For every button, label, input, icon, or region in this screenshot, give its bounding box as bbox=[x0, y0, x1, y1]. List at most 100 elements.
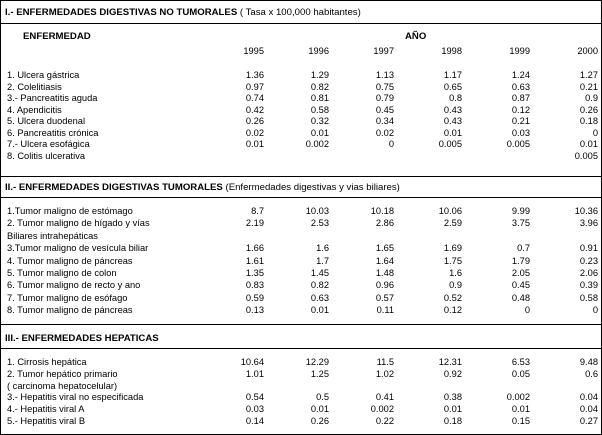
table-cell: 0.26 bbox=[579, 104, 598, 115]
table-cell: 0.41 bbox=[375, 392, 394, 403]
table-cell: 0.92 bbox=[443, 368, 462, 379]
table-cell: 1.64 bbox=[375, 255, 394, 266]
table-cell: 1.17 bbox=[443, 70, 462, 80]
table-cell: 0 bbox=[592, 127, 598, 138]
table-cell: 0.43 bbox=[443, 116, 462, 126]
table-cell: 0.01 bbox=[511, 404, 530, 415]
table-cell: 3.96 bbox=[579, 218, 598, 229]
table-cell: 1.01 bbox=[245, 368, 264, 379]
table-cell: 0.91 bbox=[579, 243, 598, 254]
row-label: Biliares intrahepáticas bbox=[7, 230, 98, 241]
divider bbox=[1, 23, 601, 24]
table-cell: 2.19 bbox=[245, 218, 264, 229]
year-header-cell: 1999 bbox=[509, 46, 530, 56]
table-cell: 0.5 bbox=[316, 392, 329, 403]
table-cell: 0.45 bbox=[511, 280, 530, 291]
table-cell: 0.81 bbox=[310, 93, 329, 103]
table-cell: 0.18 bbox=[579, 116, 598, 126]
table-cell: 12.29 bbox=[305, 357, 329, 367]
table-cell: 1.13 bbox=[375, 70, 394, 80]
table-cell: 0.7 bbox=[517, 243, 530, 254]
row-label: 2. Tumor hepático primario bbox=[7, 368, 118, 379]
table-cell: 0.14 bbox=[245, 416, 264, 426]
divider bbox=[1, 176, 601, 177]
column-header-disease: ENFERMEDAD bbox=[23, 31, 91, 42]
table-cell: 0.82 bbox=[310, 280, 329, 291]
table-cell: 0.18 bbox=[443, 416, 462, 426]
table-cell: 9.99 bbox=[511, 206, 530, 216]
row-label: 3.- Pancreatitis aguda bbox=[7, 93, 98, 103]
table-cell: 0.12 bbox=[443, 305, 462, 316]
table-cell: 0.8 bbox=[449, 93, 462, 103]
table-cell: 2.86 bbox=[375, 218, 394, 229]
table-cell: 0.002 bbox=[370, 404, 394, 415]
table-cell: 1.48 bbox=[375, 268, 394, 278]
table-cell: 0.65 bbox=[443, 81, 462, 92]
table-cell: 0.01 bbox=[443, 127, 462, 138]
row-label: 3.Tumor maligno de vesícula biliar bbox=[7, 243, 149, 254]
table-cell: 0.27 bbox=[579, 416, 598, 426]
table-cell: 0 bbox=[388, 139, 394, 149]
table-cell: 0.02 bbox=[375, 127, 394, 138]
table-cell: 0.11 bbox=[376, 305, 394, 316]
row-label: 8. Colitis ulcerativa bbox=[7, 150, 86, 161]
column-header-year: AÑO bbox=[405, 31, 427, 42]
table-cell: 1.35 bbox=[245, 268, 264, 278]
table-cell: 0.04 bbox=[579, 392, 598, 403]
row-label: 6. Tumor maligno de recto y ano bbox=[7, 280, 141, 291]
table-cell: 12.31 bbox=[438, 357, 462, 367]
row-label: 2. Colelitiasis bbox=[7, 81, 62, 92]
section-2-subtitle: (Enfermedades digestivas y vias biliares… bbox=[225, 182, 400, 193]
table-cell: 0.9 bbox=[585, 93, 598, 103]
table-cell: 0.03 bbox=[511, 127, 530, 138]
section-1-title: I.- ENFERMEDADES DIGESTIVAS NO TUMORALES bbox=[5, 7, 238, 18]
row-label: 1. Cirrosis hepática bbox=[7, 357, 87, 367]
table-cell: 0.26 bbox=[245, 116, 264, 126]
row-label: 5. Tumor maligno de colon bbox=[7, 268, 117, 278]
table-cell: 0.57 bbox=[375, 292, 394, 303]
table-cell: 2.53 bbox=[310, 218, 329, 229]
table-cell: 0.21 bbox=[511, 116, 530, 126]
table-cell: 0 bbox=[524, 305, 530, 316]
row-label: 5.- Hepatitis viral B bbox=[7, 416, 86, 426]
table-cell: 1.75 bbox=[443, 255, 462, 266]
table-cell: 0.83 bbox=[245, 280, 264, 291]
section-2-title: II.- ENFERMEDADES DIGESTIVAS TUMORALES bbox=[5, 182, 223, 193]
section-1-header: I.- ENFERMEDADES DIGESTIVAS NO TUMORALES… bbox=[5, 7, 361, 18]
table-cell: 0.34 bbox=[375, 116, 394, 126]
table-cell: 0.58 bbox=[579, 292, 598, 303]
table-cell: 1.6 bbox=[316, 243, 329, 254]
year-header-cell: 1995 bbox=[243, 46, 264, 56]
row-label: 1.Tumor maligno de estómago bbox=[7, 206, 133, 216]
table-cell: 0.01 bbox=[245, 139, 264, 149]
table-cell: 0.005 bbox=[506, 139, 530, 149]
table-cell: 0.03 bbox=[245, 404, 264, 415]
table-cell: 0.48 bbox=[511, 292, 530, 303]
row-label: 3.- Hepatitis viral no especificada bbox=[7, 392, 144, 403]
table-cell: 1.29 bbox=[310, 70, 329, 80]
table-cell: 10.36 bbox=[574, 206, 598, 216]
table-cell: 0.05 bbox=[511, 368, 530, 379]
divider bbox=[1, 197, 601, 198]
row-label: 6. Pancreatitis crónica bbox=[7, 127, 99, 138]
table-cell: 2.06 bbox=[579, 268, 598, 278]
table-cell: 0.39 bbox=[579, 280, 598, 291]
table-cell: 0.005 bbox=[574, 150, 598, 161]
row-label: 2. Tumor maligno de hígado y vías bbox=[7, 218, 150, 229]
row-label: 7. Tumor maligno de esófago bbox=[7, 292, 128, 303]
section-1-subtitle: ( Tasa x 100,000 habitantes) bbox=[239, 7, 361, 18]
table-cell: 1.61 bbox=[245, 255, 264, 266]
table-cell: 0.002 bbox=[506, 392, 530, 403]
table-cell: 0.002 bbox=[305, 139, 329, 149]
row-label: 5. Ulcera duodenal bbox=[7, 116, 86, 126]
table-cell: 9.48 bbox=[579, 357, 598, 367]
table-cell: 0.42 bbox=[245, 104, 264, 115]
table-cell: 1.24 bbox=[511, 70, 530, 80]
row-label: 7.- Ulcera esofágica bbox=[7, 139, 90, 149]
table-cell: 0.79 bbox=[375, 93, 394, 103]
table-cell: 0.52 bbox=[443, 292, 462, 303]
table-cell: 0.96 bbox=[375, 280, 394, 291]
table-cell: 0.13 bbox=[245, 305, 264, 316]
table-cell: 0.12 bbox=[511, 104, 530, 115]
